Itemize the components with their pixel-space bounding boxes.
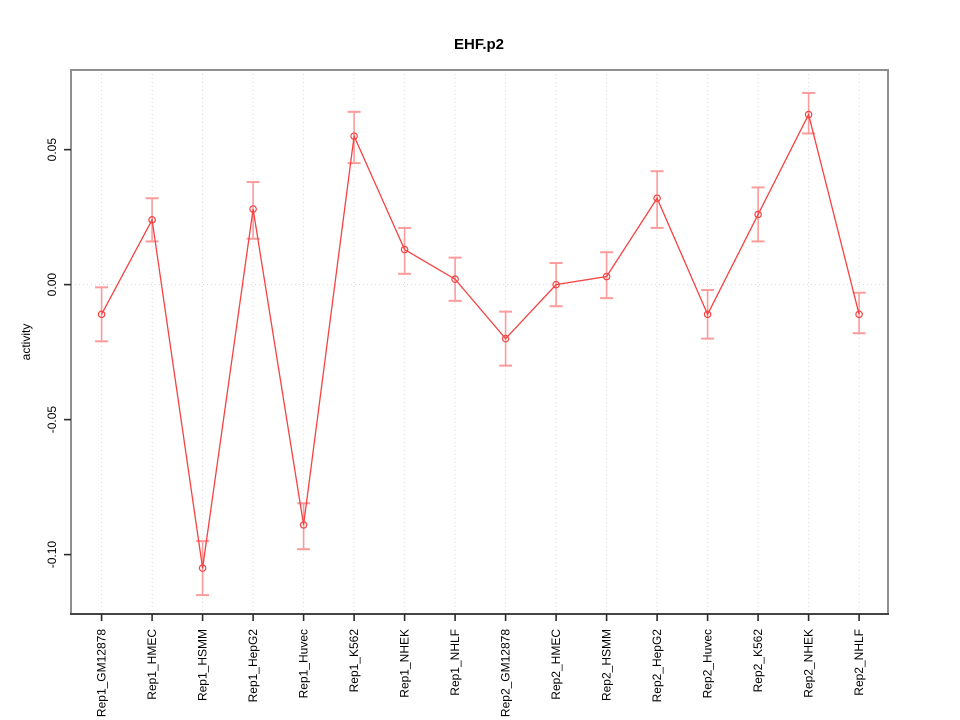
x-tick-label: Rep1_HSMM <box>196 629 210 701</box>
data-point <box>451 275 459 284</box>
y-tick-label: 0.00 <box>45 273 59 297</box>
data-point <box>653 194 661 203</box>
x-tick-label: Rep2_HMEC <box>549 629 563 700</box>
x-tick-label: Rep2_HepG2 <box>650 629 664 703</box>
data-point <box>97 310 106 319</box>
y-tick-label: -0.10 <box>45 541 59 569</box>
data-point <box>501 334 510 343</box>
x-tick-label: Rep2_NHLF <box>852 629 866 696</box>
x-tick-label: Rep1_HepG2 <box>246 629 260 703</box>
data-point <box>350 132 358 140</box>
x-tick-label: Rep2_NHEK <box>802 629 816 698</box>
y-axis-title: activity <box>19 324 33 361</box>
data-point <box>552 280 560 289</box>
data-point <box>400 245 409 254</box>
data-point <box>754 210 762 219</box>
data-point <box>602 272 611 281</box>
y-tick-label: 0.05 <box>45 138 59 162</box>
plot-border <box>70 69 889 615</box>
data-point <box>703 310 712 319</box>
x-tick-label: Rep2_HSMM <box>600 629 614 701</box>
x-tick-label: Rep1_GM12878 <box>95 629 109 717</box>
x-tick-label: Rep1_K562 <box>347 629 361 693</box>
x-tick-label: Rep1_NHEK <box>398 629 412 698</box>
data-point <box>804 110 813 119</box>
x-tick-label: Rep1_HMEC <box>145 629 159 700</box>
x-tick-label: Rep2_Huvec <box>701 629 715 698</box>
x-tick-label: Rep1_NHLF <box>448 629 462 696</box>
series-line <box>101 112 860 569</box>
data-point <box>198 564 207 572</box>
data-point <box>855 310 863 319</box>
chart-title: EHF.p2 <box>454 36 504 53</box>
data-point <box>299 521 308 529</box>
y-tick-label: -0.05 <box>45 406 59 434</box>
x-tick-label: Rep2_K562 <box>751 629 765 693</box>
data-point <box>249 205 257 213</box>
x-tick-label: Rep1_Huvec <box>297 629 311 698</box>
data-point <box>148 216 156 224</box>
x-tick-label: Rep2_GM12878 <box>499 629 513 717</box>
plot-area: 0.05 0.00 -0.05 -0.10 Rep1_GM12878 Rep1_HMEC R… <box>45 69 889 717</box>
